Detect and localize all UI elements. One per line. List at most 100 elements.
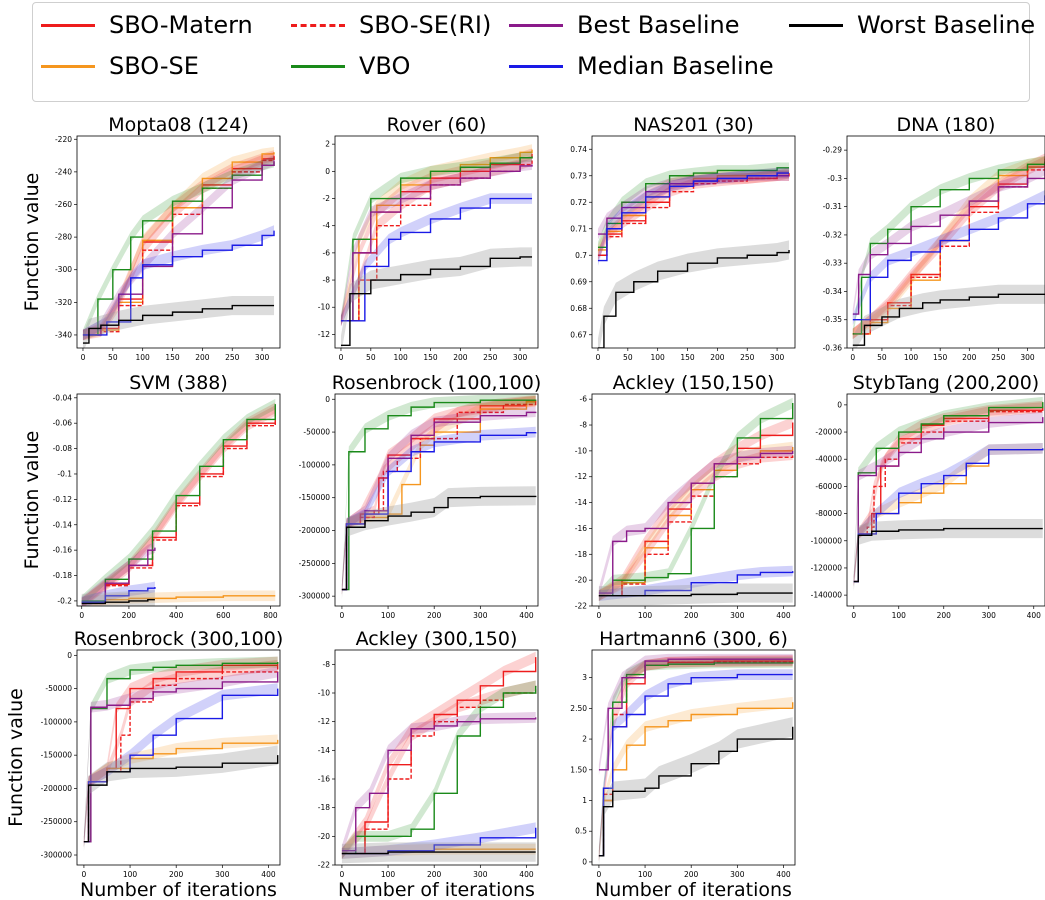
x-tick-label: 400 [261, 870, 276, 879]
y-tick-label: -300 [55, 265, 72, 274]
y-tick-label: 2 [582, 735, 587, 744]
x-tick-label: 250 [991, 353, 1006, 362]
y-tick-label: 0.72 [570, 198, 587, 207]
x-tick-label: 300 [215, 870, 230, 879]
y-tick-label: -16 [318, 775, 330, 784]
series-line [81, 404, 276, 602]
series-band [82, 156, 275, 341]
y-tick-label: -50000 [45, 684, 72, 693]
series-band [853, 443, 1043, 587]
x-tick-label: 400 [776, 870, 791, 879]
y-tick-label: -20000 [815, 428, 842, 437]
series-band [597, 167, 790, 266]
x-tick-label: 0 [339, 353, 344, 362]
series-line [598, 702, 794, 857]
y-tick-label: 0.74 [570, 145, 587, 154]
y-tick-label: -200000 [41, 784, 73, 793]
legend-label: VBO [359, 52, 411, 80]
x-tick-label: 300 [770, 353, 785, 362]
x-tick-label: 0 [850, 353, 855, 362]
legend-item: Best Baseline [509, 8, 740, 42]
y-tick-label: -6 [580, 395, 588, 404]
y-tick-label: 0.68 [570, 304, 587, 313]
series-line [598, 403, 794, 597]
y-tick-label: 0.67 [570, 330, 587, 339]
y-tick-label: 1 [582, 796, 587, 805]
x-tick-label: 250 [483, 353, 498, 362]
y-axis-label: Function value [21, 431, 43, 570]
y-axis-label: Function value [21, 173, 43, 312]
legend-swatch [41, 23, 95, 27]
y-tick-label: -18 [318, 803, 330, 812]
subplot: 0 50 100 150 200 250 300 -12 -10 -8 -6 -4 -2 0 2 Rover … [318, 114, 539, 362]
x-tick-label: 100 [381, 611, 396, 620]
axes-frame [846, 393, 1045, 607]
subplot-title: Hartmann6 (300, 6) [599, 628, 788, 650]
y-tick-label: -12 [318, 717, 330, 726]
y-tick-label: -12 [318, 330, 330, 339]
subplot: 0 50 100 150 200 250 300 0.67 0.68 0.69 0.7 0.71 0.7… [570, 114, 796, 362]
subplot: 0 50 100 150 200 250 300 -0.36 -0.35 -0.34 -0.33 -0… [823, 114, 1045, 362]
subplot: 0 100 200 300 400 -300000 -250000 -200000 -15000… [5, 628, 283, 900]
legend-item: SBO-SE [41, 49, 199, 83]
subplot: 0 50 100 150 200 250 300 -340 -320 -300 -280 -260 -2… [21, 114, 281, 362]
x-tick-label: 400 [519, 870, 534, 879]
x-tick-label: 0 [340, 611, 345, 620]
y-tick-label: -60000 [815, 482, 842, 491]
series-band [340, 159, 533, 327]
series-band [82, 155, 275, 341]
x-tick-label: 150 [933, 353, 948, 362]
legend-swatch [291, 23, 345, 27]
legend-label: Best Baseline [577, 11, 740, 39]
x-tick-label: 100 [123, 870, 138, 879]
x-tick-label: 200 [122, 611, 137, 620]
x-tick-label: 50 [623, 353, 633, 362]
series-band [852, 156, 1045, 340]
series-band [598, 441, 793, 601]
series-line [853, 527, 1043, 583]
series-band [82, 150, 275, 341]
legend-item: VBO [291, 49, 410, 83]
x-tick-label: 150 [165, 353, 180, 362]
series-band [852, 284, 1045, 348]
series-band [82, 225, 275, 341]
y-tick-label: -100000 [811, 536, 843, 545]
x-tick-label: 300 [513, 353, 528, 362]
series-line [83, 661, 279, 843]
legend-item: Worst Baseline [789, 8, 1035, 42]
y-tick-label: -80000 [815, 509, 842, 518]
y-tick-label: -0.1 [57, 469, 72, 478]
subplot: 0 100 200 300 400 -22 -20 -18 -16 -14 -12 -10 -8 Ackl… [318, 628, 539, 900]
x-tick-label: 150 [680, 353, 695, 362]
x-tick-label: 300 [730, 870, 745, 879]
series-line [83, 688, 279, 843]
x-tick-label: 400 [519, 611, 534, 620]
y-tick-label: -22 [318, 861, 330, 870]
x-tick-label: 50 [877, 353, 887, 362]
x-tick-label: 100 [904, 353, 919, 362]
y-tick-label: 2 [325, 140, 330, 149]
series-band [81, 590, 276, 606]
subplot-title: SVM (388) [129, 372, 228, 394]
series-band [341, 711, 536, 857]
legend-item: SBO-SE(RI) [291, 8, 491, 42]
legend-label: Worst Baseline [857, 11, 1036, 39]
y-tick-label: 3 [582, 673, 587, 682]
y-tick-label: -320 [55, 298, 72, 307]
axes-frame [76, 135, 281, 349]
y-tick-label: -10 [318, 303, 330, 312]
series-line [597, 175, 790, 256]
subplot-title: NAS201 (30) [633, 114, 754, 136]
series-band [81, 590, 155, 606]
series-line [340, 256, 533, 346]
subplot: 0 100 200 300 400 -140000 -120000 -100000 -80000… [811, 372, 1045, 620]
y-tick-label: -140000 [811, 591, 843, 600]
y-tick-label: 0 [582, 857, 587, 866]
subplot-title: Rosenbrock (300,100) [74, 628, 284, 650]
y-tick-label: -240 [55, 167, 72, 176]
series-line [341, 399, 537, 591]
series-line [598, 592, 793, 597]
x-axis-label: Number of iterations [338, 879, 535, 900]
axes-frame [591, 393, 796, 607]
